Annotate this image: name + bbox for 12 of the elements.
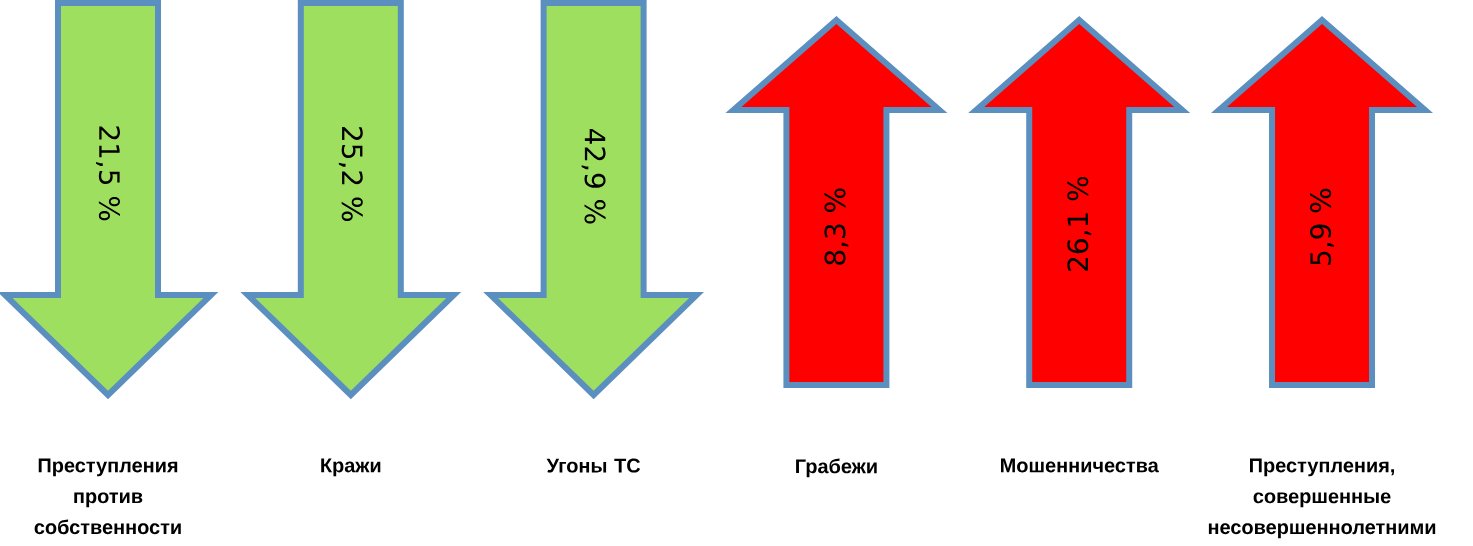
- data-label: 25,2 %: [338, 127, 363, 221]
- category-label: Угоны ТС: [546, 458, 641, 473]
- category-label: Кражи: [321, 458, 381, 477]
- data-label: 26,1 %: [1067, 176, 1092, 271]
- data-label: 42,9 %: [581, 129, 606, 224]
- category-label: Преступления, совершенные несовершеннолетними: [1208, 458, 1436, 539]
- data-label: 21,5 %: [96, 126, 120, 221]
- category-label: Мошенничества: [1001, 458, 1159, 473]
- category-label: Грабежи: [796, 458, 877, 478]
- category-label: Преступления против собственности: [34, 458, 181, 535]
- data-label: 8,3 %: [824, 188, 849, 265]
- data-label: 5,9 %: [1310, 188, 1334, 265]
